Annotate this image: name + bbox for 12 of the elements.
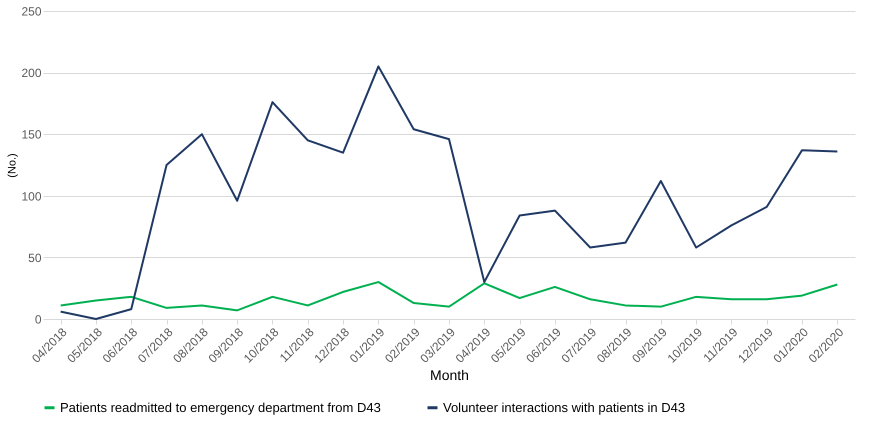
legend-label: Patients readmitted to emergency department from D43 bbox=[60, 400, 381, 415]
line-series bbox=[60, 281, 838, 312]
line-series bbox=[60, 65, 838, 320]
y-tick-label: 200 bbox=[21, 66, 42, 80]
y-tick-label: 50 bbox=[28, 250, 42, 265]
legend-label: Volunteer interactions with patients in D43 bbox=[443, 400, 686, 415]
y-tick-label: 100 bbox=[21, 189, 42, 204]
y-tick-label: 250 bbox=[21, 4, 42, 18]
x-axis-title: Month bbox=[430, 366, 469, 383]
y-axis-title: (No.) bbox=[6, 153, 18, 178]
y-tick-label: 150 bbox=[21, 128, 42, 142]
y-tick-label: 0 bbox=[34, 312, 42, 326]
